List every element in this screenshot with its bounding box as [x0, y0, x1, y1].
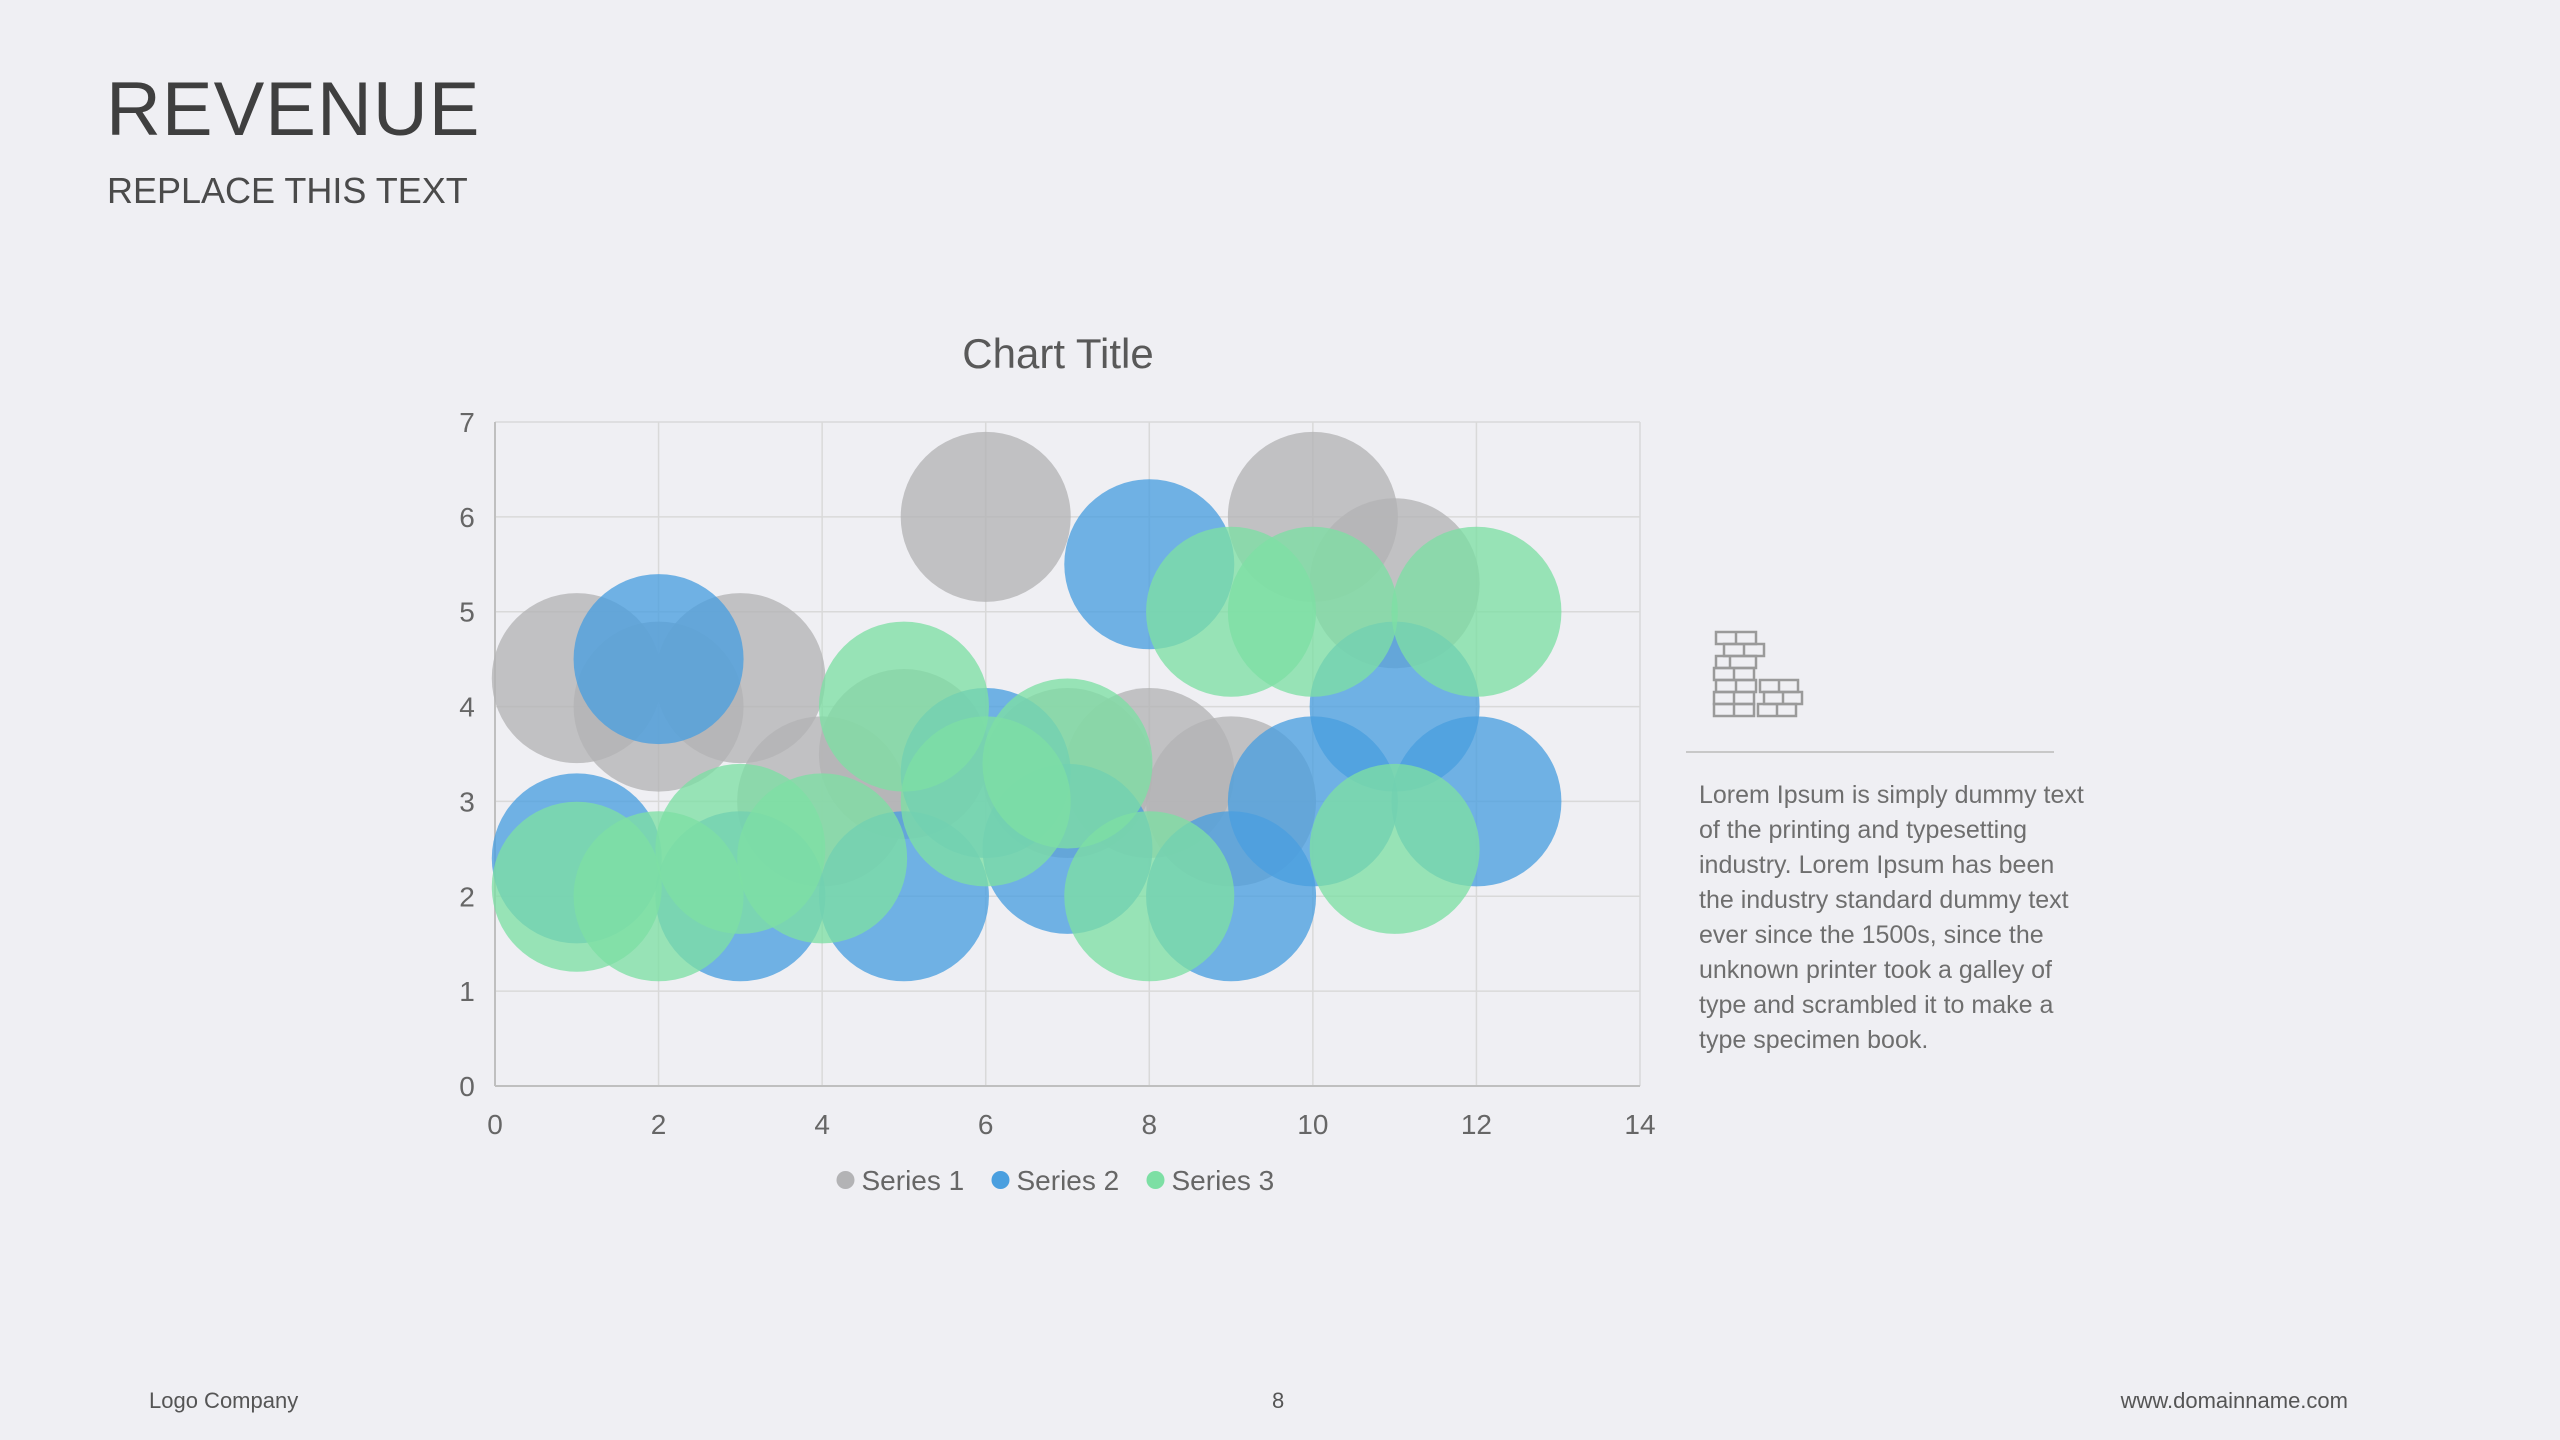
y-tick-label: 0 — [459, 1071, 475, 1102]
x-tick-label: 4 — [814, 1109, 830, 1140]
y-tick-label: 2 — [459, 881, 475, 912]
legend-marker-series-1 — [836, 1171, 855, 1189]
bubble-series-3[interactable] — [1064, 811, 1235, 982]
slide-subtitle: REPLACE THIS TEXT — [107, 170, 468, 211]
bubble-series-1[interactable] — [900, 431, 1071, 602]
y-tick-label: 3 — [459, 786, 475, 817]
y-tick-label: 6 — [459, 502, 475, 533]
y-tick-label: 4 — [459, 692, 475, 723]
y-tick-label: 1 — [459, 976, 475, 1007]
side-description: Lorem Ipsum is simply dummy text of the … — [1699, 781, 2084, 1054]
legend-marker-series-3 — [1146, 1171, 1165, 1189]
page-number: 8 — [1272, 1388, 1285, 1413]
footer-company: Logo Company — [149, 1388, 299, 1413]
bubble-series-3[interactable] — [1391, 526, 1562, 697]
x-tick-label: 8 — [1141, 1109, 1157, 1140]
bubble-series-3[interactable] — [1309, 763, 1480, 934]
bricks-icon — [1712, 630, 1804, 718]
bubble-series-3[interactable] — [737, 773, 908, 944]
legend-label-series-3: Series 3 — [1172, 1165, 1275, 1196]
x-tick-label: 10 — [1297, 1109, 1328, 1140]
legend-label-series-1: Series 1 — [862, 1165, 965, 1196]
x-tick-label: 12 — [1461, 1109, 1492, 1140]
chart-legend: Series 1 Series 2 Series 3 — [836, 1165, 1275, 1196]
x-tick-label: 0 — [487, 1109, 503, 1140]
y-tick-label: 5 — [459, 597, 475, 628]
x-tick-label: 6 — [978, 1109, 994, 1140]
x-tick-label: 2 — [651, 1109, 667, 1140]
bubble-series-3[interactable] — [1227, 526, 1398, 697]
x-tick-label: 14 — [1624, 1109, 1655, 1140]
bubble-series-3[interactable] — [982, 678, 1153, 849]
legend-marker-series-2 — [991, 1171, 1010, 1189]
side-divider — [1686, 751, 2054, 753]
legend-label-series-2: Series 2 — [1017, 1165, 1120, 1196]
chart-bubbles — [491, 431, 1562, 982]
chart-title: Chart Title — [962, 330, 1153, 377]
footer-website[interactable]: www.domainname.com — [2120, 1388, 2348, 1413]
bubble-series-2[interactable] — [573, 574, 744, 745]
y-tick-label: 7 — [459, 407, 475, 438]
slide-title: REVENUE — [106, 67, 481, 152]
